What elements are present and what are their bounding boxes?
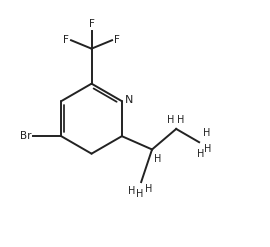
Text: F: F (114, 35, 120, 45)
Text: H: H (197, 149, 205, 159)
Text: H: H (167, 115, 175, 124)
Text: H: H (154, 154, 162, 164)
Text: H: H (145, 185, 152, 194)
Text: H: H (136, 189, 144, 199)
Text: H: H (128, 186, 135, 196)
Text: H: H (204, 144, 212, 154)
Text: F: F (89, 19, 94, 29)
Text: Br: Br (20, 131, 32, 141)
Text: H: H (204, 128, 211, 138)
Text: N: N (125, 95, 133, 105)
Text: H: H (177, 115, 184, 124)
Text: F: F (63, 35, 69, 45)
